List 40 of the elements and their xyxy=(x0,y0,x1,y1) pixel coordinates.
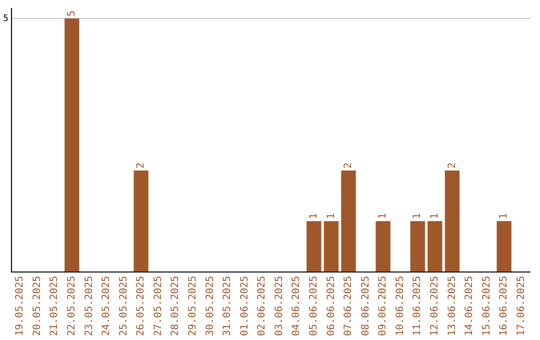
x-tick-label: 15.06.2025 xyxy=(481,276,492,336)
x-tick-label: 20.05.2025 xyxy=(32,276,43,336)
x-tick-label: 13.06.2025 xyxy=(446,276,458,336)
x-tick-label: 17.06.2025 xyxy=(516,276,527,336)
data-label: 1 xyxy=(308,213,320,220)
x-tick-label: 25.05.2025 xyxy=(118,276,130,336)
x-tick-label: 30.05.2025 xyxy=(204,276,216,336)
x-tick-label: 02.06.2025 xyxy=(256,276,268,336)
x-tick-label: 28.05.2025 xyxy=(170,276,182,336)
x-tick-label: 06.06.2025 xyxy=(326,276,337,336)
data-label: 2 xyxy=(343,162,354,168)
x-tick-label: 16.06.2025 xyxy=(498,276,510,336)
x-tick-label: 23.05.2025 xyxy=(84,276,95,336)
x-tick-label: 24.05.2025 xyxy=(101,276,112,336)
data-label: 2 xyxy=(446,162,458,168)
x-tick-label: 31.05.2025 xyxy=(222,276,234,336)
x-tick-label: 27.05.2025 xyxy=(152,276,164,336)
x-tick-label: 07.06.2025 xyxy=(343,276,354,336)
x-tick-label: 11.06.2025 xyxy=(412,276,424,336)
x-tick-label: 29.05.2025 xyxy=(188,276,199,336)
data-label: 2 xyxy=(136,162,147,168)
data-label: 1 xyxy=(326,213,337,220)
data-label: 1 xyxy=(430,213,441,220)
data-label: 5 xyxy=(66,10,78,17)
x-tick-label: 26.05.2025 xyxy=(136,276,147,336)
x-tick-label: 04.06.2025 xyxy=(291,276,302,336)
x-tick-label: 12.06.2025 xyxy=(430,276,441,336)
x-tick-label: 01.06.2025 xyxy=(239,276,250,336)
x-tick-label: 10.06.2025 xyxy=(394,276,406,336)
x-tick-label: 03.06.2025 xyxy=(274,276,285,336)
x-tick-label: 19.05.2025 xyxy=(14,276,26,336)
x-tick-label: 05.06.2025 xyxy=(308,276,320,336)
x-tick-label: 21.05.2025 xyxy=(49,276,60,336)
x-tick-label: 14.06.2025 xyxy=(464,276,476,336)
data-label: 1 xyxy=(498,213,510,220)
data-label: 1 xyxy=(378,213,389,220)
x-tick-label: 09.06.2025 xyxy=(378,276,389,336)
x-tick-label: 22.05.2025 xyxy=(66,276,78,336)
x-tick-label: 08.06.2025 xyxy=(360,276,372,336)
data-label: 1 xyxy=(412,213,424,220)
